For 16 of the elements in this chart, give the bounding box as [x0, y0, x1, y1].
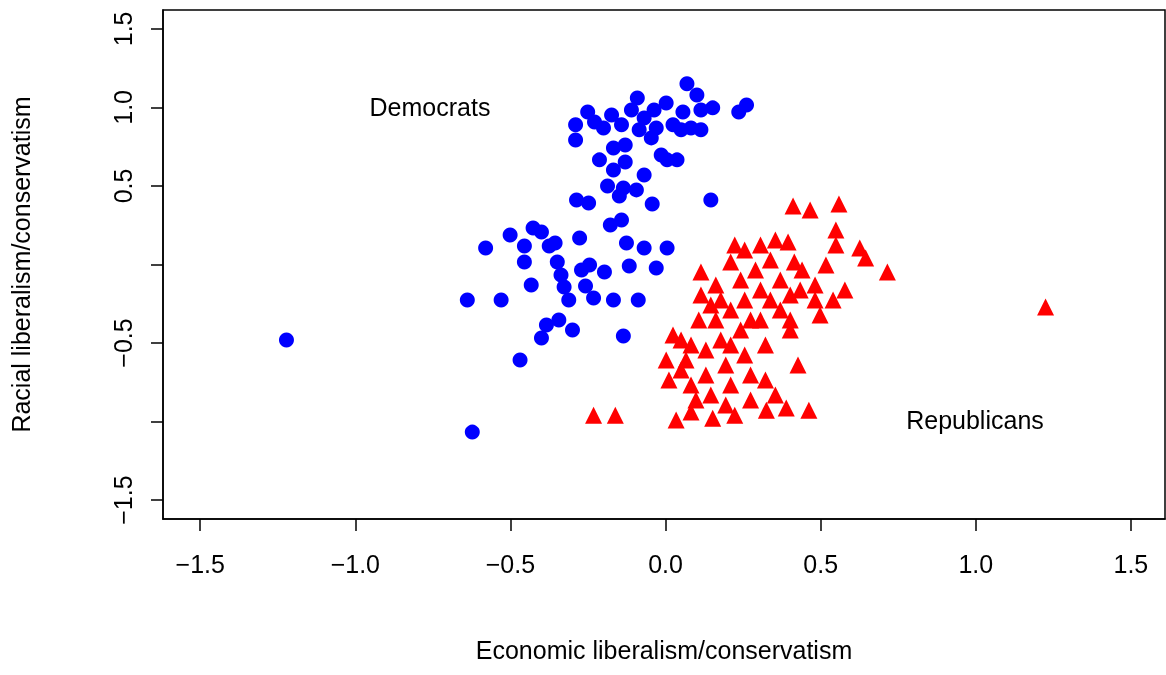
- y-tick-label: −0.5: [108, 318, 137, 368]
- annotation: Democrats: [369, 93, 491, 121]
- x-tick-label: 1.0: [958, 549, 994, 578]
- x-axis-title: Economic liberalism/conservatism: [475, 635, 853, 664]
- y-tick-label: −1.5: [108, 475, 137, 525]
- x-tick-label: 0.5: [803, 549, 839, 578]
- x-tick-label: −1.0: [330, 549, 381, 578]
- x-tick-label: 0.0: [648, 549, 683, 578]
- y-axis-title: Racial liberalism/conservatism: [6, 96, 35, 433]
- x-tick-label: 1.5: [1113, 549, 1149, 578]
- annotation: Republicans: [906, 406, 1044, 434]
- x-tick-label: −1.5: [175, 549, 225, 578]
- x-tick-label: −0.5: [485, 549, 536, 578]
- y-tick-label: 1.5: [108, 11, 137, 47]
- y-tick-label: 1.0: [108, 90, 137, 125]
- y-tick-label: 0.5: [108, 168, 137, 204]
